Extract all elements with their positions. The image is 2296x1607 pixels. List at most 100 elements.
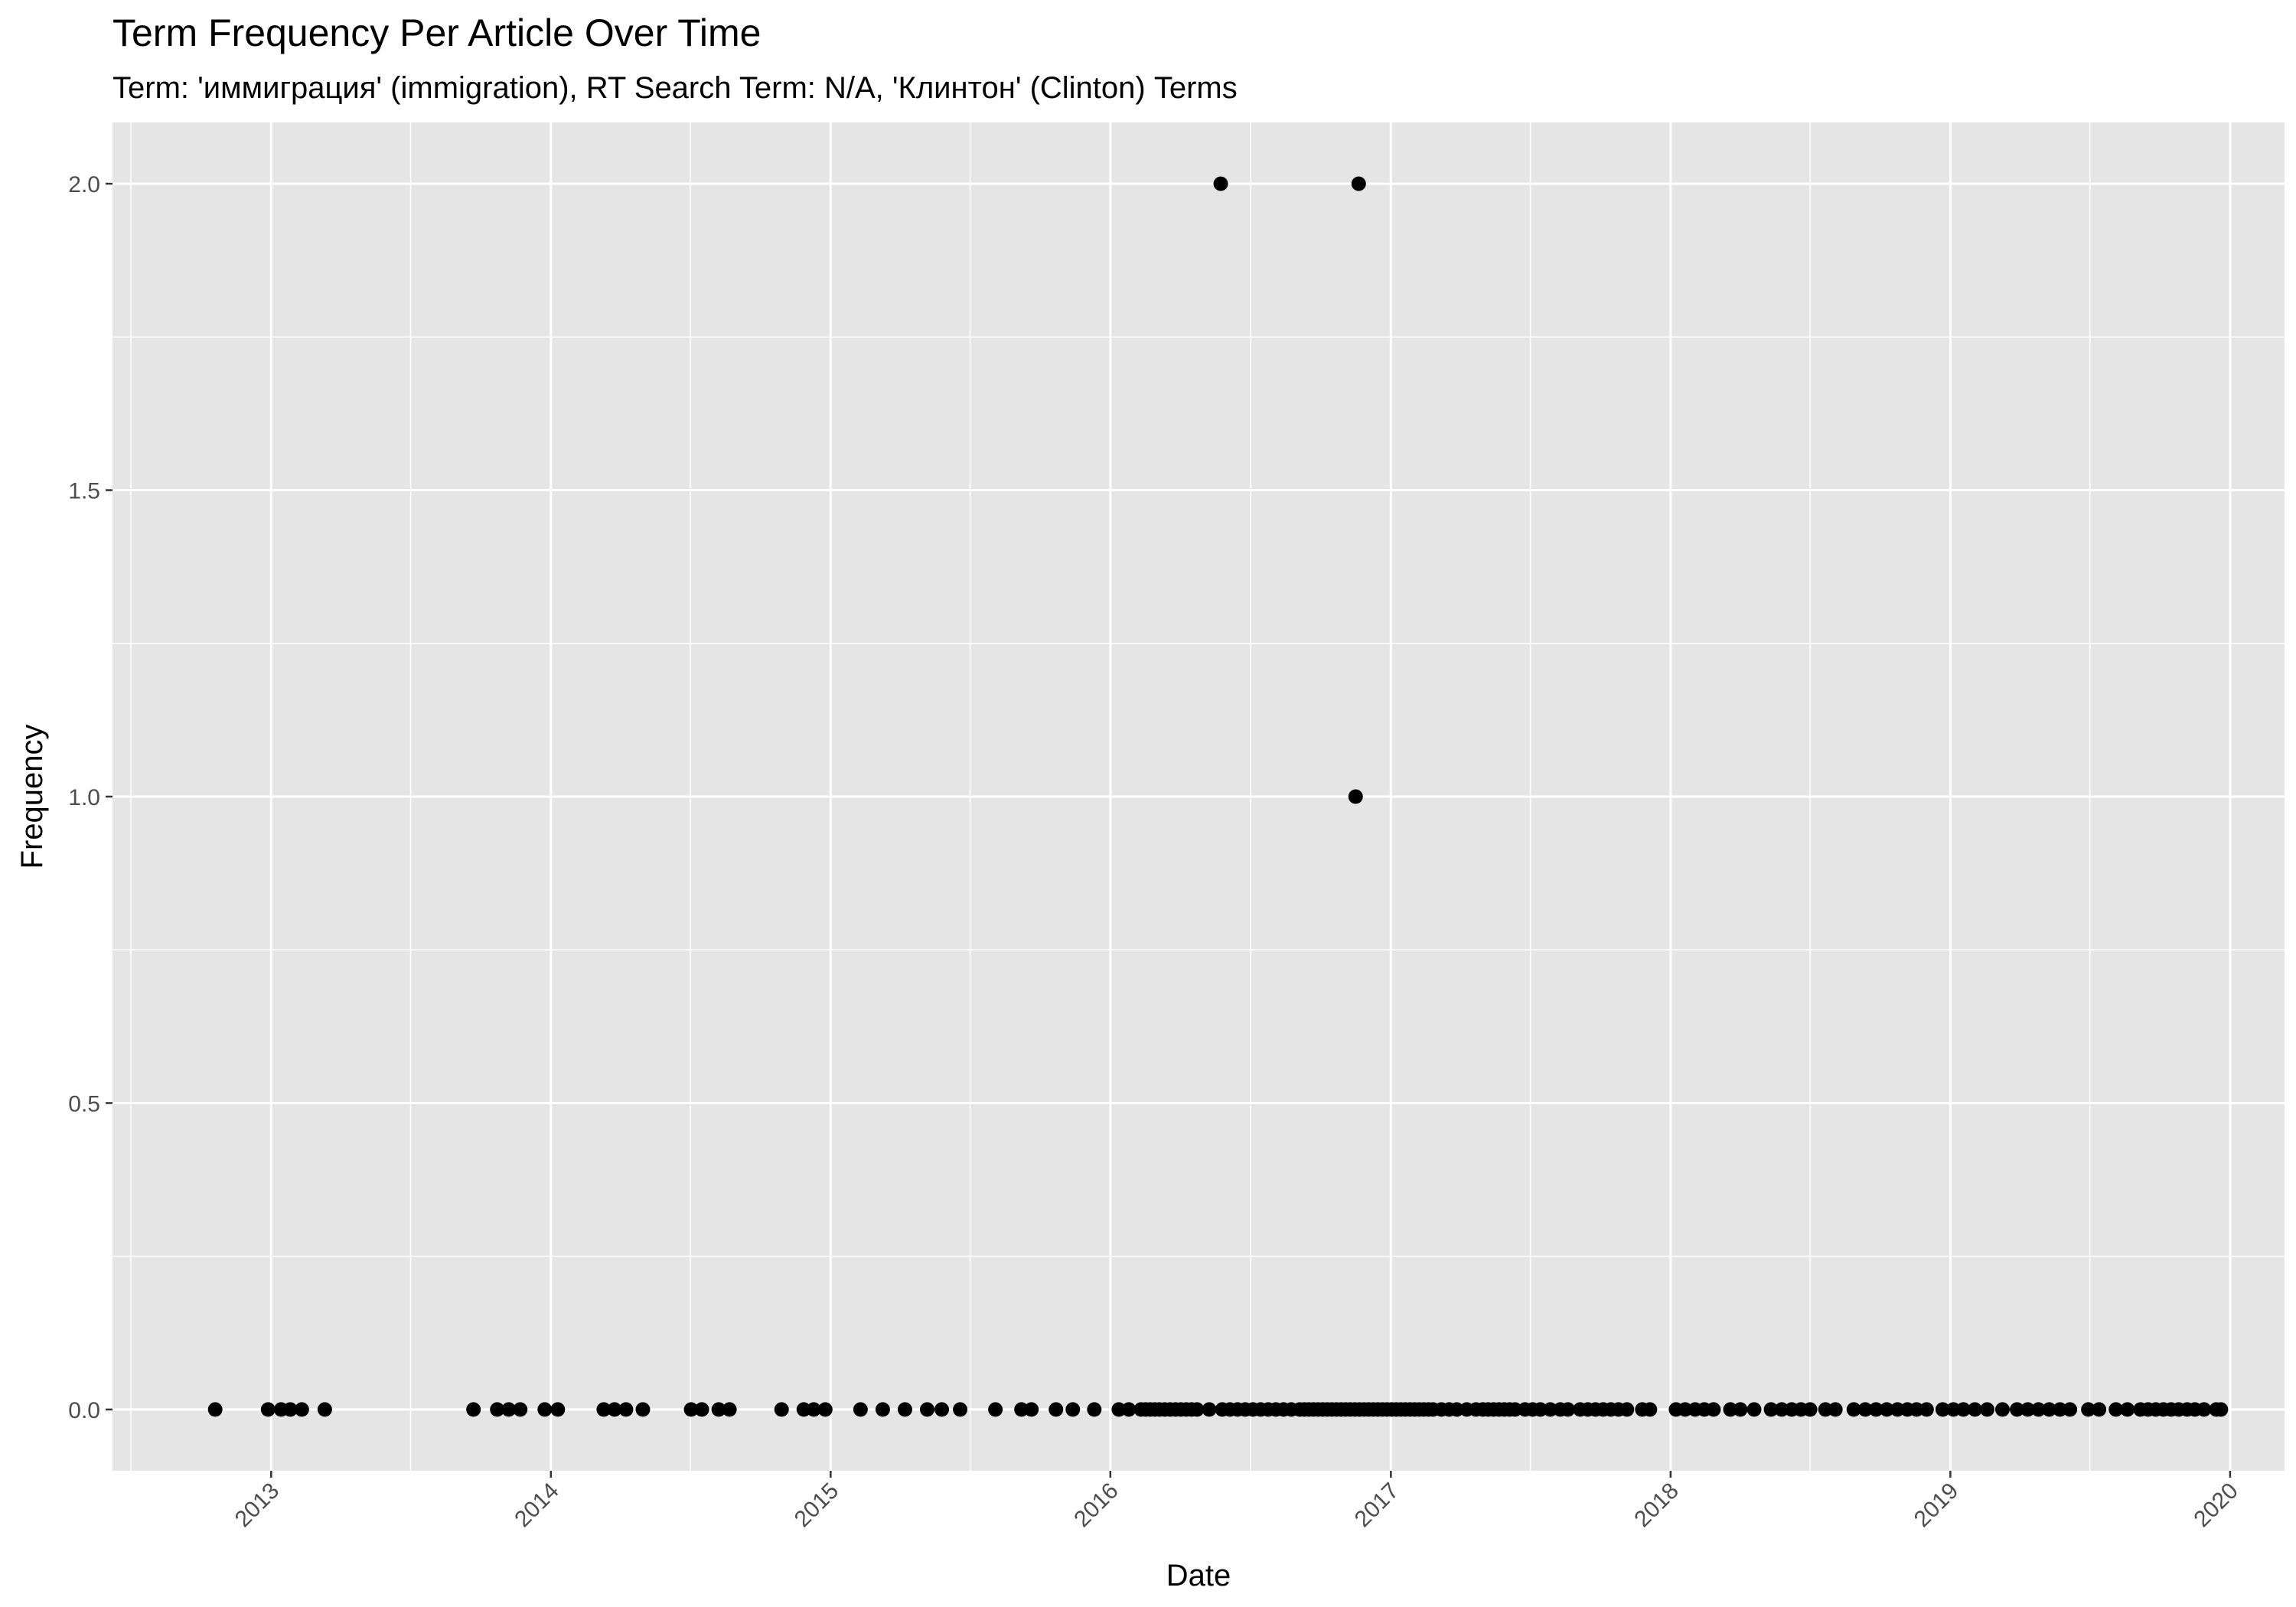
data-point <box>550 1402 566 1417</box>
data-point <box>1351 176 1366 191</box>
data-point <box>1065 1402 1081 1417</box>
data-point <box>537 1402 553 1417</box>
x-axis-title: Date <box>1166 1559 1231 1592</box>
x-tick-label: 2014 <box>510 1478 564 1533</box>
data-point <box>490 1402 505 1417</box>
data-point <box>2092 1402 2107 1417</box>
data-point <box>1189 1402 1205 1417</box>
data-point <box>2213 1402 2229 1417</box>
data-point <box>1868 1402 1883 1417</box>
data-point <box>1879 1402 1894 1417</box>
y-axis-title: Frequency <box>15 725 49 869</box>
data-point <box>1449 1402 1464 1417</box>
data-point <box>853 1402 868 1417</box>
data-point <box>1508 1402 1523 1417</box>
data-point <box>2197 1402 2212 1417</box>
y-tick-label: 0.0 <box>68 1398 100 1423</box>
data-point <box>875 1402 890 1417</box>
grid-lines <box>113 122 2285 1471</box>
data-point <box>501 1402 517 1417</box>
data-point <box>1642 1402 1658 1417</box>
data-point <box>1746 1402 1762 1417</box>
data-point <box>635 1402 651 1417</box>
data-point <box>2108 1402 2124 1417</box>
data-point <box>1994 1402 2010 1417</box>
data-point <box>920 1402 935 1417</box>
data-point <box>317 1402 332 1417</box>
data-point <box>1014 1402 1029 1417</box>
data-point <box>694 1402 709 1417</box>
data-point <box>513 1402 528 1417</box>
data-point <box>1857 1402 1873 1417</box>
data-point <box>2010 1402 2025 1417</box>
data-point <box>2031 1402 2047 1417</box>
data-point <box>988 1402 1003 1417</box>
data-point <box>2120 1402 2135 1417</box>
x-tick-label: 2019 <box>1910 1478 1964 1533</box>
x-tick-label: 2013 <box>230 1478 285 1533</box>
data-point <box>1945 1402 1961 1417</box>
data-point <box>1543 1402 1558 1417</box>
data-point <box>774 1402 789 1417</box>
data-point <box>466 1402 481 1417</box>
data-point <box>260 1402 276 1417</box>
data-point <box>817 1402 833 1417</box>
data-point <box>1935 1402 1950 1417</box>
data-point <box>1723 1402 1738 1417</box>
data-point <box>683 1402 699 1417</box>
data-point <box>722 1402 737 1417</box>
data-point <box>934 1402 950 1417</box>
x-tick-label: 2020 <box>2189 1478 2243 1533</box>
data-point <box>294 1402 309 1417</box>
data-point <box>1890 1402 1905 1417</box>
data-point <box>1828 1402 1843 1417</box>
data-point <box>1348 789 1363 804</box>
data-point <box>1909 1402 1924 1417</box>
data-point <box>1774 1402 1789 1417</box>
data-point <box>1121 1402 1137 1417</box>
data-point <box>2053 1402 2068 1417</box>
data-point <box>1111 1402 1127 1417</box>
data-point <box>806 1402 821 1417</box>
data-point <box>596 1402 612 1417</box>
chart-subtitle: Term: 'иммиграция' (immigration), RT Sea… <box>113 71 1238 105</box>
data-point <box>1733 1402 1748 1417</box>
data-point <box>2042 1402 2057 1417</box>
data-points <box>207 176 2229 1417</box>
data-point <box>207 1402 223 1417</box>
data-point <box>282 1402 298 1417</box>
y-tick-label: 2.0 <box>68 172 100 197</box>
data-point <box>2063 1402 2078 1417</box>
data-point <box>1049 1402 1064 1417</box>
data-point <box>1202 1402 1217 1417</box>
data-point <box>1678 1402 1693 1417</box>
data-point <box>1955 1402 1971 1417</box>
data-point <box>2081 1402 2096 1417</box>
data-point <box>796 1402 811 1417</box>
data-point <box>1919 1402 1934 1417</box>
data-point <box>2020 1402 2036 1417</box>
x-tick-label: 2015 <box>790 1478 844 1533</box>
data-point <box>1619 1402 1635 1417</box>
data-point <box>1979 1402 1994 1417</box>
data-point <box>897 1402 912 1417</box>
data-point <box>1561 1402 1576 1417</box>
y-tick-label: 1.5 <box>68 479 100 504</box>
data-point <box>1706 1402 1721 1417</box>
data-point <box>1763 1402 1779 1417</box>
data-point <box>1818 1402 1833 1417</box>
data-point <box>1802 1402 1818 1417</box>
x-tick-label: 2017 <box>1350 1478 1404 1533</box>
data-point <box>1846 1402 1861 1417</box>
data-point <box>618 1402 634 1417</box>
y-tick-label: 1.0 <box>68 785 100 810</box>
data-point <box>953 1402 968 1417</box>
x-tick-label: 2018 <box>1629 1478 1684 1533</box>
data-point <box>1533 1402 1548 1417</box>
data-point <box>1967 1402 1982 1417</box>
data-point <box>607 1402 622 1417</box>
x-tick-label: 2016 <box>1069 1478 1124 1533</box>
data-point <box>1087 1402 1102 1417</box>
y-tick-label: 0.5 <box>68 1091 100 1116</box>
